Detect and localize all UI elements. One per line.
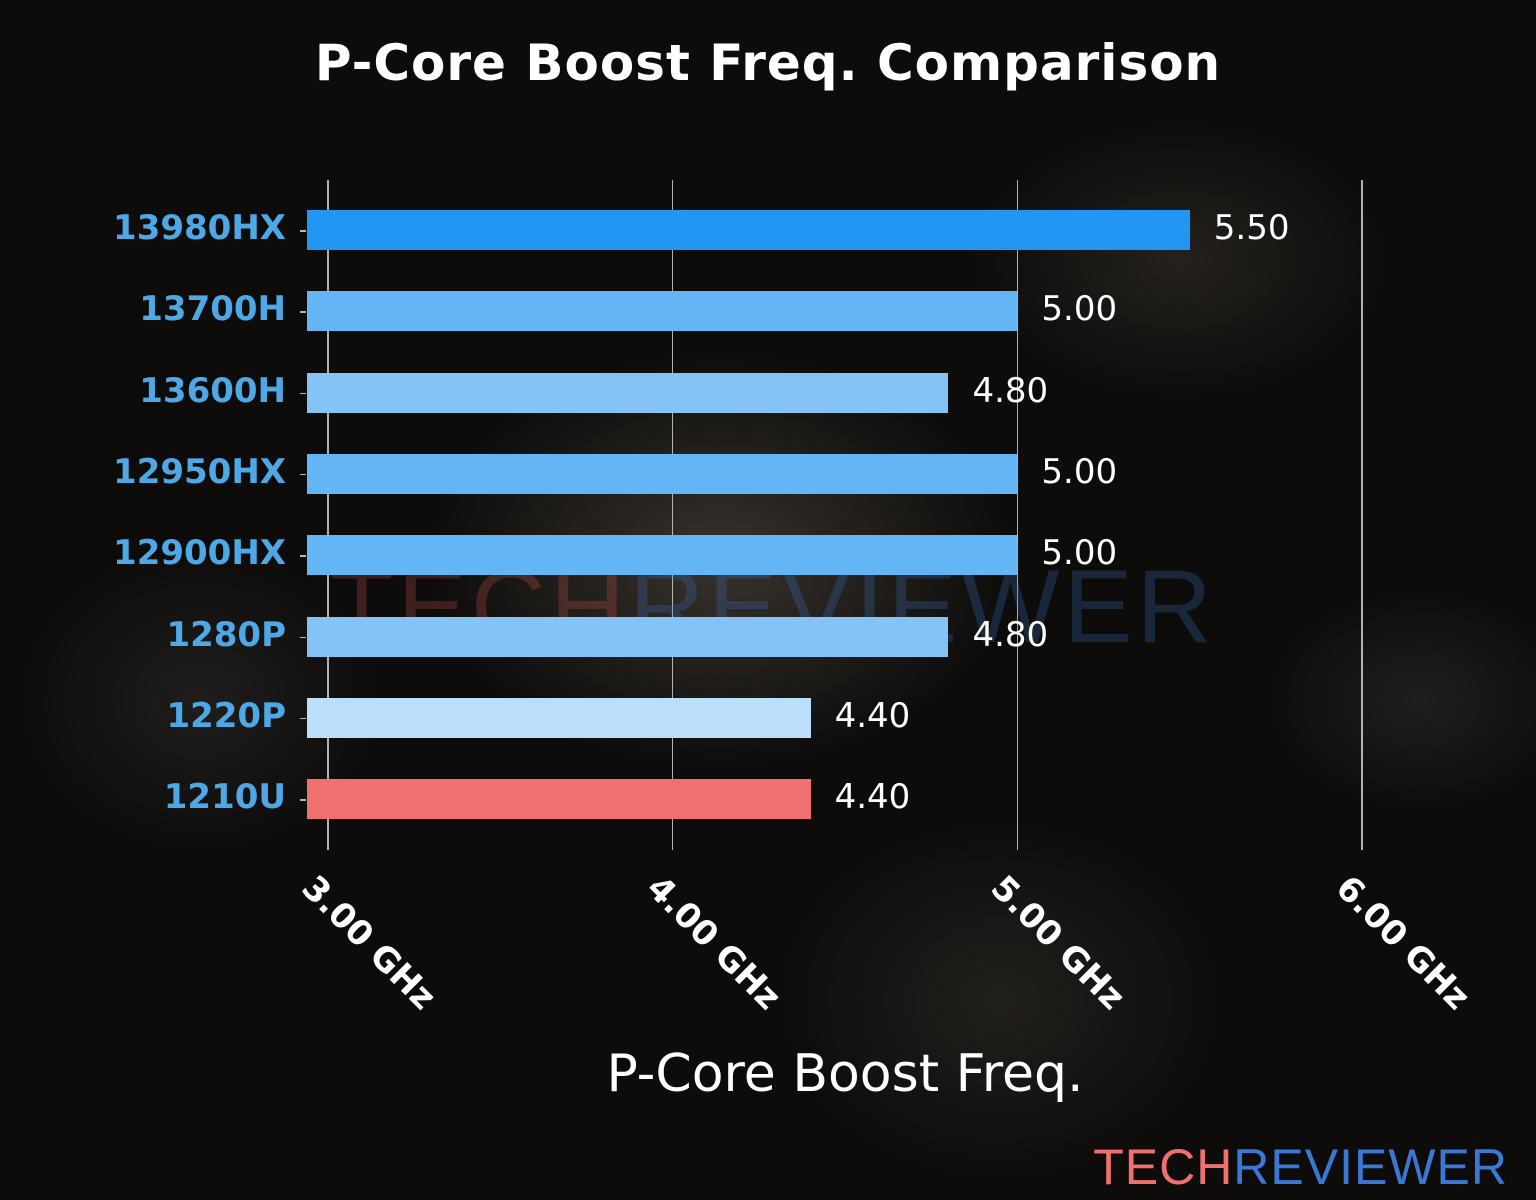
bar-1280p xyxy=(307,616,949,657)
value-label: 4.40 xyxy=(834,777,911,818)
category-label: 13600H xyxy=(139,370,286,411)
gridline xyxy=(671,180,674,850)
category-label: 12900HX xyxy=(113,533,286,574)
category-label: 13980HX xyxy=(113,208,286,248)
x-tick-label: 3.00 GHz xyxy=(293,868,444,1018)
chart-title: P-Core Boost Freq. Comparison xyxy=(314,34,1222,92)
gridline xyxy=(1361,180,1363,850)
x-axis-label: P-Core Boost Freq. xyxy=(606,1044,1084,1104)
y-tick xyxy=(300,392,306,395)
bar-12900hx xyxy=(307,535,1018,576)
x-tick-label: 4.00 GHz xyxy=(638,868,789,1018)
value-label: 4.80 xyxy=(972,370,1049,411)
gridline xyxy=(327,180,329,850)
y-tick xyxy=(300,473,306,476)
value-label: 4.40 xyxy=(834,695,911,736)
brand-tech: TECH xyxy=(1093,1139,1234,1195)
category-label: 1220P xyxy=(166,695,286,736)
value-label: 4.80 xyxy=(972,614,1049,655)
value-label: 5.00 xyxy=(1041,289,1118,330)
brand-logo: TECHREVIEWER xyxy=(1093,1138,1508,1196)
y-tick xyxy=(300,799,306,801)
brand-reviewer: REVIEWER xyxy=(1233,1139,1508,1195)
bar-12950hx xyxy=(307,453,1018,494)
category-label: 12950HX xyxy=(113,451,286,492)
y-tick xyxy=(300,311,306,313)
value-label: 5.00 xyxy=(1041,533,1118,574)
bar-13700h xyxy=(307,291,1018,332)
category-label: 1280P xyxy=(166,614,286,655)
bar-13980hx xyxy=(307,210,1190,250)
x-tick-label: 6.00 GHz xyxy=(1327,868,1478,1018)
gridline xyxy=(1016,180,1019,850)
y-tick xyxy=(300,636,306,638)
bar-1220p xyxy=(307,697,811,738)
bar-1210u xyxy=(307,779,811,820)
x-tick-label: 5.00 GHz xyxy=(983,868,1133,1018)
value-label: 5.00 xyxy=(1041,451,1118,492)
y-tick xyxy=(300,230,306,232)
y-tick xyxy=(300,555,306,557)
bar-13600h xyxy=(307,372,949,413)
y-tick xyxy=(300,717,306,720)
category-label: 13700H xyxy=(139,289,286,330)
category-label: 1210U xyxy=(163,777,286,818)
value-label: 5.50 xyxy=(1213,208,1290,248)
